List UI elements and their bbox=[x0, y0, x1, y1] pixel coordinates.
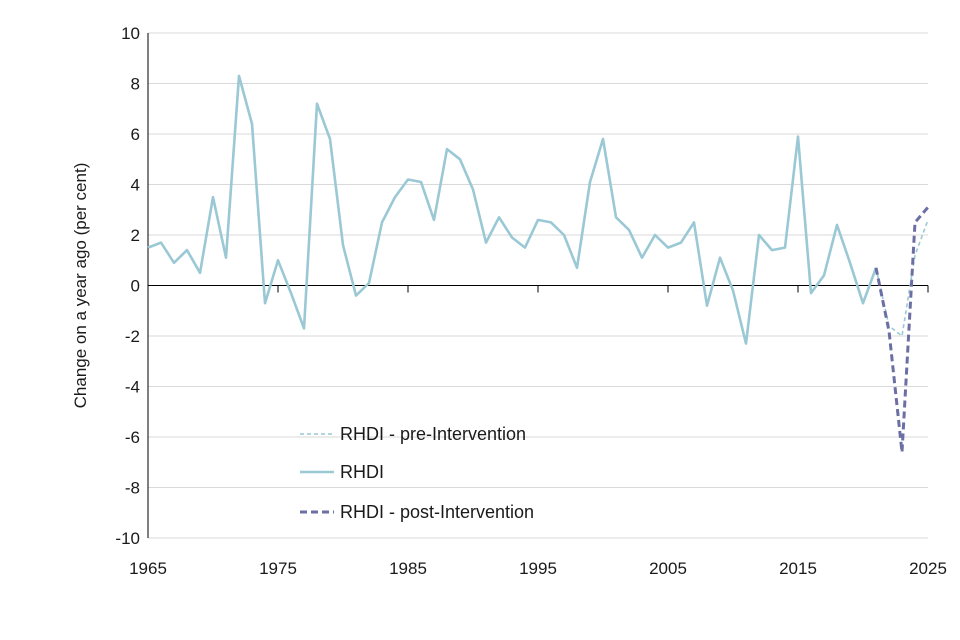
y-tick-label-1: 8 bbox=[131, 75, 140, 94]
y-tick-label-8: -6 bbox=[125, 428, 140, 447]
y-tick-label-10: -10 bbox=[115, 529, 140, 548]
series-line-2 bbox=[874, 206, 930, 454]
legend-label-0: RHDI - pre-Intervention bbox=[340, 424, 526, 444]
y-tick-label-5: 0 bbox=[131, 277, 140, 296]
y-tick-label-6: -2 bbox=[125, 327, 140, 346]
series-lines bbox=[147, 74, 930, 454]
x-tick-label-4: 2005 bbox=[649, 559, 687, 578]
series-line-1 bbox=[147, 74, 878, 345]
gridlines bbox=[148, 32, 928, 539]
x-tick-label-6: 2025 bbox=[909, 559, 947, 578]
y-axis-title: Change on a year ago (per cent) bbox=[71, 163, 90, 409]
x-tick-label-1: 1975 bbox=[259, 559, 297, 578]
y-tick-label-3: 4 bbox=[131, 176, 140, 195]
series-line-0 bbox=[875, 219, 929, 337]
y-tick-label-9: -8 bbox=[125, 479, 140, 498]
y-tick-label-0: 10 bbox=[121, 24, 140, 43]
legend: RHDI - pre-Intervention RHDI RHDI - post-I… bbox=[300, 424, 534, 522]
legend-label-2: RHDI - post-Intervention bbox=[340, 502, 534, 522]
x-tick-label-5: 2015 bbox=[779, 559, 817, 578]
axes bbox=[147, 33, 929, 538]
legend-label-1: RHDI bbox=[340, 462, 384, 482]
tick-labels: 10 8 6 4 2 0 -2 -4 -6 -8 -10 1965 1975 1985 1995 2005 20… bbox=[115, 24, 946, 578]
y-tick-label-2: 6 bbox=[131, 125, 140, 144]
x-tick-label-0: 1965 bbox=[129, 559, 167, 578]
x-tick-label-2: 1985 bbox=[389, 559, 427, 578]
y-tick-label-4: 2 bbox=[131, 226, 140, 245]
x-tick-label-3: 1995 bbox=[519, 559, 557, 578]
y-tick-label-7: -4 bbox=[125, 378, 140, 397]
